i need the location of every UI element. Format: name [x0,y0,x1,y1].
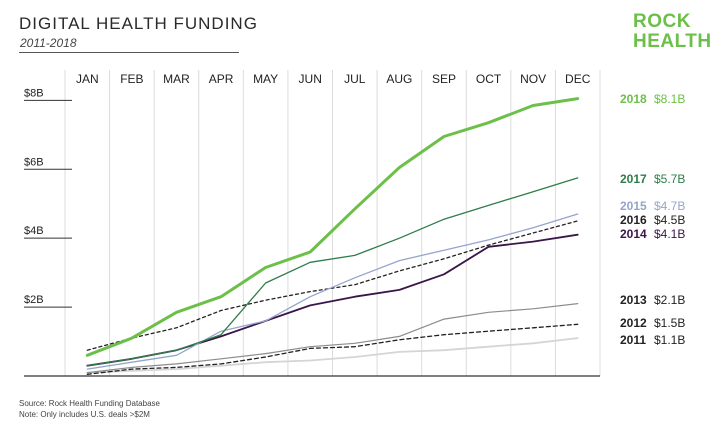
legend-total-2016: $4.5B [654,213,685,227]
legend-total-2013: $2.1B [654,293,685,307]
x-tick-label: MAR [163,72,190,86]
x-tick-label: DEC [565,72,591,86]
series-line-2016 [86,220,579,351]
legend-total-2014: $4.1B [654,227,685,241]
y-tick-label: $2B [24,294,44,306]
x-tick-label: NOV [520,72,546,86]
legend-year-2016: 2016 [620,213,647,227]
x-tick-label: JAN [76,72,99,86]
legend-year-2015: 2015 [620,199,647,213]
legend-year-2018: 2018 [620,92,647,106]
source-note: Source: Rock Health Funding Database Not… [19,398,160,420]
y-tick-label: $8B [24,87,44,99]
series-line-2013 [86,303,579,374]
legend-total-2018: $8.1B [654,92,685,106]
legend-year-2017: 2017 [620,172,647,186]
legend-year-2012: 2012 [620,316,647,330]
x-tick-label: OCT [476,72,502,86]
series-line-2012 [86,323,579,375]
y-tick-label: $4B [24,225,44,237]
logo-line-2: HEALTH [633,31,712,52]
legend-total-2015: $4.7B [654,199,685,213]
logo-line-1: ROCK [633,11,691,32]
series-line-2017 [86,177,579,367]
legend-year-2011: 2011 [620,333,646,347]
x-tick-label: SEP [432,72,456,86]
x-tick-label: MAY [253,72,278,86]
legend-total-2017: $5.7B [654,172,685,186]
chart-title: DIGITAL HEALTH FUNDING [19,14,258,33]
series-line-2018 [85,97,580,357]
x-tick-label: AUG [386,72,412,86]
legend-total-2012: $1.5B [654,316,685,330]
x-tick-label: JUN [299,72,322,86]
y-tick-label: $6B [24,156,44,168]
chart-subtitle: 2011-2018 [20,36,77,50]
legend-total-2011: $1.1B [654,333,685,347]
legend-year-2013: 2013 [620,293,647,307]
title-divider [19,52,239,53]
source-text: Source: Rock Health Funding Database [19,399,160,408]
rock-health-logo: ROCK HEALTH [633,11,712,52]
x-tick-label: APR [209,72,234,86]
legend-year-2014: 2014 [620,227,647,241]
x-tick-label: JUL [344,72,366,86]
x-tick-label: FEB [120,72,143,86]
footnote-text: Note: Only includes U.S. deals >$2M [19,410,150,419]
series-line-2015 [86,213,579,370]
series-line-2011 [86,337,579,374]
